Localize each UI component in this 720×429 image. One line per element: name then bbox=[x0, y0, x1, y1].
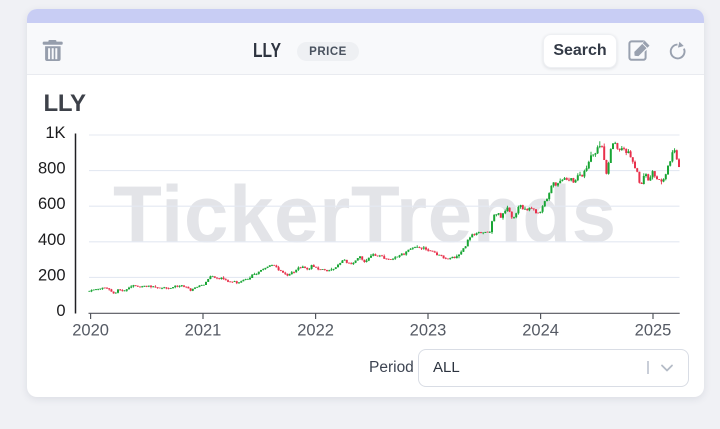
svg-text:600: 600 bbox=[38, 195, 66, 213]
svg-text:2020: 2020 bbox=[72, 321, 109, 339]
svg-text:1K: 1K bbox=[45, 124, 65, 142]
svg-text:2025: 2025 bbox=[635, 321, 672, 339]
svg-text:2022: 2022 bbox=[297, 321, 334, 339]
svg-text:800: 800 bbox=[38, 160, 66, 178]
svg-text:TickerTrends: TickerTrends bbox=[113, 170, 617, 259]
svg-text:200: 200 bbox=[38, 266, 66, 284]
svg-text:2024: 2024 bbox=[522, 321, 559, 339]
svg-text:400: 400 bbox=[38, 231, 66, 249]
svg-text:2023: 2023 bbox=[410, 321, 447, 339]
svg-text:0: 0 bbox=[56, 302, 65, 320]
svg-text:2021: 2021 bbox=[185, 321, 222, 339]
